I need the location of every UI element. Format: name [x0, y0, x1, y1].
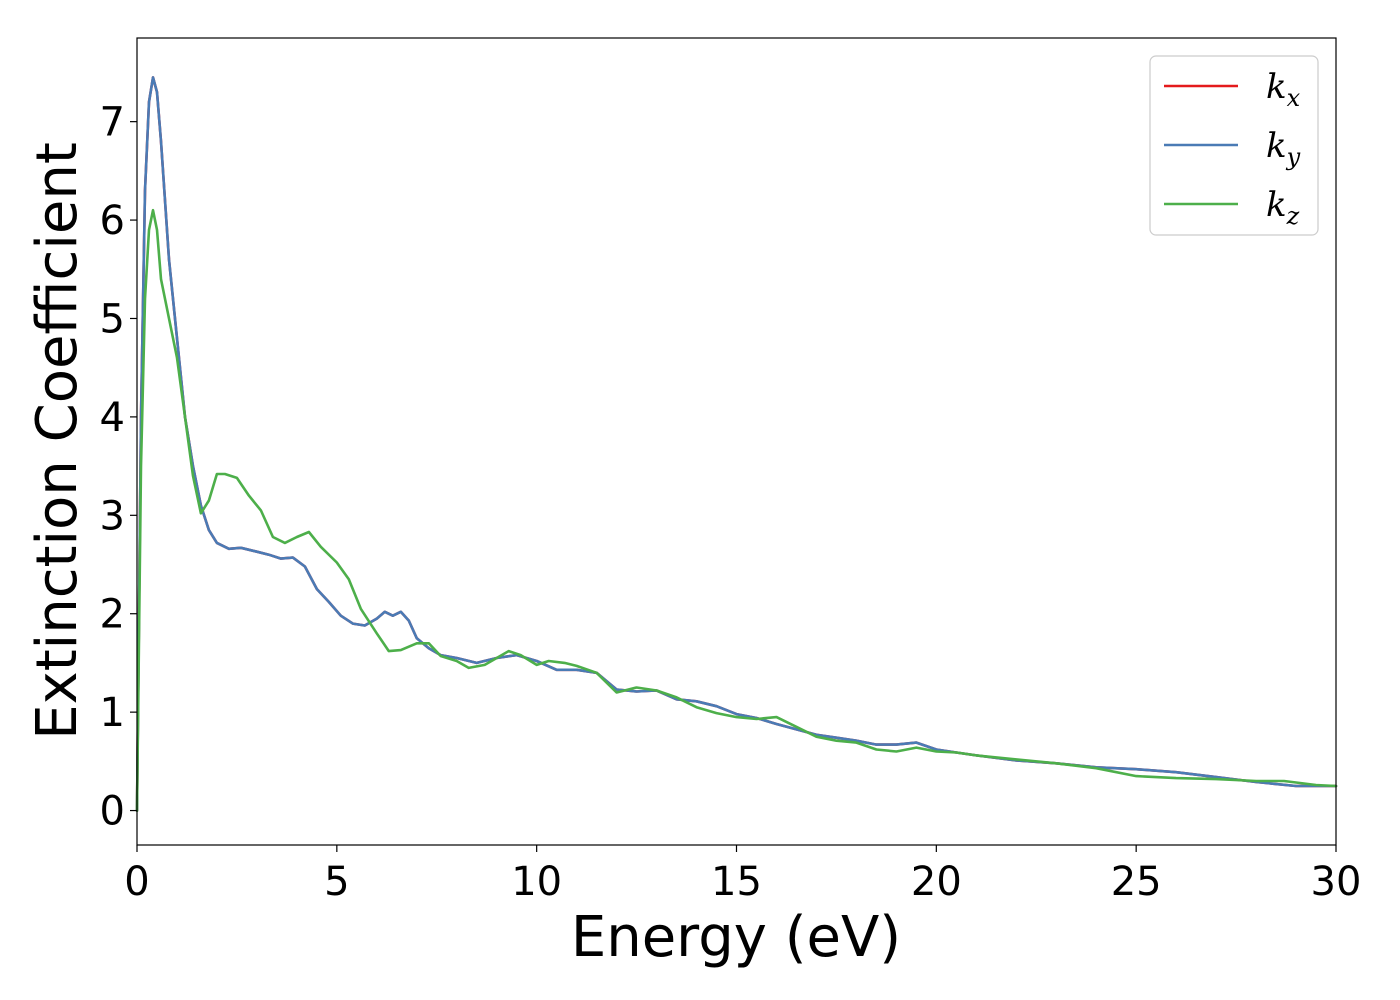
y-tick-label: 0 — [100, 789, 125, 835]
x-tick-label: 15 — [711, 859, 762, 905]
x-tick-label: 30 — [1311, 859, 1362, 905]
y-tick-label: 2 — [100, 592, 125, 638]
legend: kx ky kz — [1149, 55, 1319, 236]
y-tick-label: 1 — [100, 690, 125, 736]
ticks-layer: 0 5 10 15 20 25 30 0 1 2 3 4 5 6 7 — [100, 100, 1362, 905]
y-tick-label: 4 — [100, 395, 125, 441]
y-tick-label: 7 — [100, 100, 125, 146]
y-tick-label: 3 — [100, 493, 125, 539]
x-tick-label: 20 — [911, 859, 962, 905]
y-axis-title: Extinction Coefficient — [25, 142, 90, 740]
legend-label-z: kz — [1266, 185, 1300, 230]
legend-label-y: ky — [1266, 126, 1301, 171]
x-tick-label: 5 — [324, 859, 349, 905]
y-tick-label: 5 — [100, 296, 125, 342]
x-tick-label: 0 — [124, 859, 149, 905]
x-tick-label: 10 — [511, 859, 562, 905]
series-line-z — [135, 208, 1338, 812]
x-axis-title: Energy (eV) — [571, 905, 901, 970]
x-tick-label: 25 — [1111, 859, 1162, 905]
legend-label-x: kx — [1266, 67, 1301, 112]
y-tick-label: 6 — [100, 198, 125, 244]
series-layer — [135, 76, 1338, 812]
series-line-y — [135, 76, 1338, 812]
